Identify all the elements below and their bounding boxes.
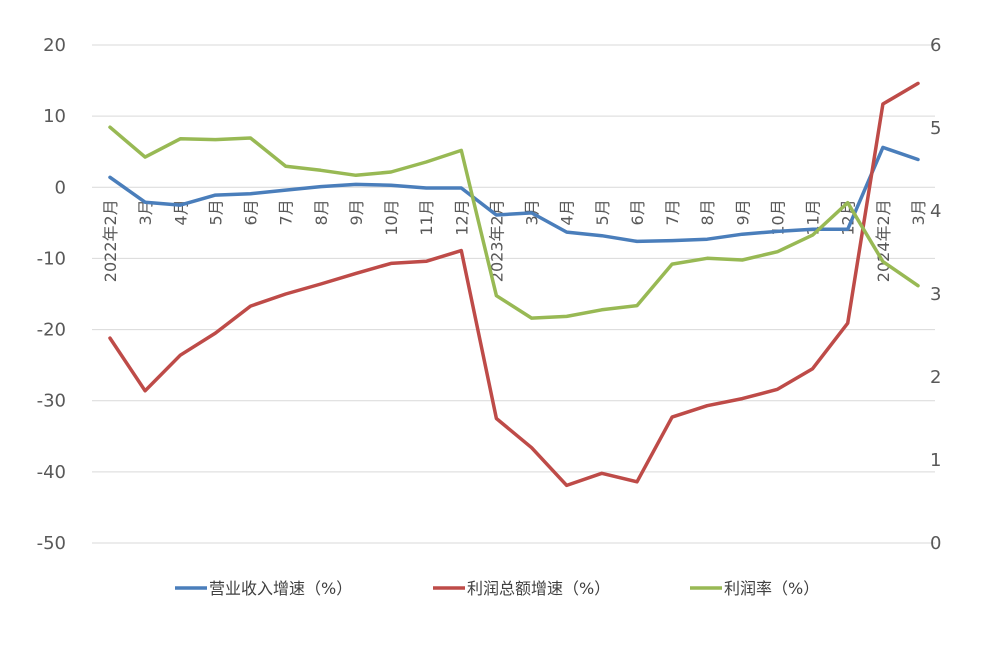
series-line-2 (108, 125, 920, 320)
x-axis-ticks: 2022年2月 3月 4月 5月 6月 7月 8月 9月 10月 11月 12月 2023年2月 3月 4… (101, 199, 928, 282)
legend-label-0: 营业收入增速（%） (209, 579, 352, 598)
right-tick-label: 2 (930, 367, 941, 388)
legend: 营业收入增速（%） 利润总额增速（%） 利润率（%） (175, 579, 819, 598)
x-tick-label: 4月 (558, 199, 577, 225)
x-tick-label: 3月 (909, 199, 928, 225)
right-tick-label: 0 (930, 533, 941, 554)
x-tick-label: 11月 (417, 199, 436, 235)
x-tick-label: 5月 (593, 199, 612, 225)
x-tick-label: 8月 (698, 199, 717, 225)
left-tick-label: -10 (37, 248, 66, 269)
x-tick-label: 2023年2月 (487, 199, 506, 282)
x-tick-label: 3月 (136, 199, 155, 225)
x-tick-label: 10月 (768, 199, 787, 235)
left-tick-label: 0 (55, 177, 66, 198)
legend-label-2: 利润率（%） (724, 579, 819, 598)
left-tick-label: -30 (37, 391, 66, 412)
x-tick-label: 2024年2月 (874, 199, 893, 282)
x-tick-label: 6月 (242, 199, 261, 225)
x-tick-label: 2022年2月 (101, 199, 120, 282)
x-tick-label: 9月 (347, 199, 366, 225)
left-axis-ticks: 20 10 0 -10 -20 -30 -40 -50 (37, 35, 66, 554)
x-tick-label: 5月 (206, 199, 225, 225)
x-tick-label: 8月 (312, 199, 331, 225)
x-tick-label: 7月 (663, 199, 682, 225)
left-tick-label: 20 (43, 35, 66, 56)
x-tick-label: 10月 (382, 199, 401, 235)
series-lines (108, 81, 920, 488)
right-tick-label: 3 (930, 284, 941, 305)
x-tick-label: 6月 (628, 199, 647, 225)
series-line-1 (108, 81, 920, 488)
right-tick-label: 5 (930, 118, 941, 139)
x-tick-label: 12月 (452, 199, 471, 235)
left-tick-label: -20 (37, 320, 66, 341)
gridlines (92, 44, 935, 544)
x-tick-label: 9月 (733, 199, 752, 225)
right-tick-label: 1 (930, 450, 941, 471)
x-tick-label: 11月 (804, 199, 823, 235)
left-tick-label: -50 (37, 533, 66, 554)
right-axis-ticks: 6 5 4 3 2 1 0 (930, 35, 941, 554)
series-line-0 (108, 145, 920, 244)
legend-label-1: 利润总额增速（%） (467, 579, 610, 598)
right-tick-label: 6 (930, 35, 941, 56)
left-tick-label: -40 (37, 462, 66, 483)
left-tick-label: 10 (43, 106, 66, 127)
x-tick-label: 7月 (277, 199, 296, 225)
right-tick-label: 4 (930, 201, 941, 222)
